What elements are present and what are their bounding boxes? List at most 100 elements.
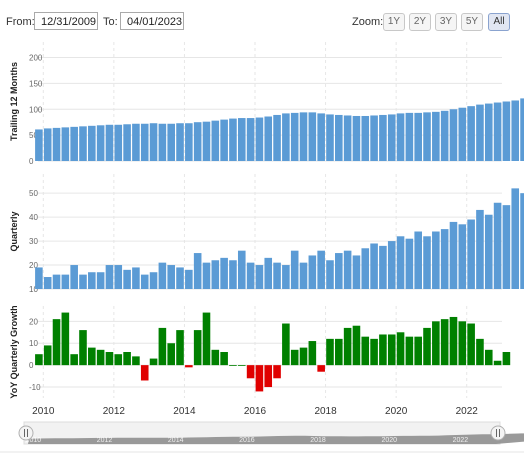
y-tick-label: 50 xyxy=(29,189,38,198)
bar xyxy=(96,272,105,289)
zoom-all-button[interactable]: All xyxy=(488,13,510,31)
bar xyxy=(185,123,193,161)
bar xyxy=(432,111,440,161)
zoom-5y-button[interactable]: 5Y xyxy=(461,13,483,31)
bar xyxy=(308,112,317,161)
bar xyxy=(79,330,87,366)
bar xyxy=(105,265,114,289)
zoom-3y-button[interactable]: 3Y xyxy=(435,13,457,31)
bar xyxy=(476,104,484,161)
bar xyxy=(140,123,149,161)
navigator: 2010 2012 2014 2016 2018 2020 2022 xyxy=(18,421,524,445)
bar xyxy=(193,122,202,161)
bar xyxy=(255,265,264,289)
navigator-tick-label: 2014 xyxy=(168,437,184,444)
zoom-2y-button[interactable]: 2Y xyxy=(409,13,431,31)
bar xyxy=(140,365,149,381)
bar xyxy=(308,255,317,289)
bar xyxy=(361,115,370,161)
bar xyxy=(493,102,502,161)
y-tick-label: 10 xyxy=(29,285,38,294)
y-tick-label: 10 xyxy=(29,339,38,348)
bar xyxy=(379,334,387,366)
bar xyxy=(290,112,299,161)
bar xyxy=(343,327,352,366)
bar xyxy=(326,114,334,161)
bar xyxy=(273,262,281,289)
bar xyxy=(96,349,105,366)
bar xyxy=(61,274,70,289)
y-tick-label: 0 xyxy=(29,361,34,370)
bar xyxy=(361,336,370,366)
bar xyxy=(290,250,299,289)
bar xyxy=(484,349,493,366)
bar xyxy=(229,118,237,161)
bar xyxy=(35,267,43,289)
x-tick-label: 2016 xyxy=(244,406,267,417)
bar xyxy=(282,265,290,289)
bar xyxy=(61,312,70,366)
bar xyxy=(264,116,273,161)
bar xyxy=(105,124,114,161)
to-date-input[interactable]: 04/01/2023 xyxy=(120,12,184,30)
bar xyxy=(405,112,414,161)
bar xyxy=(502,352,511,366)
x-tick-label: 2012 xyxy=(103,406,126,417)
bar xyxy=(149,123,158,161)
bar xyxy=(414,336,422,366)
bar xyxy=(237,365,246,366)
bar xyxy=(123,124,131,161)
bar xyxy=(88,347,96,366)
navigator-right-handle[interactable] xyxy=(490,425,506,441)
bar xyxy=(193,253,202,289)
bar xyxy=(387,334,396,366)
bar xyxy=(43,128,52,161)
bar xyxy=(52,319,61,366)
bar xyxy=(308,341,317,366)
navigator-left-handle[interactable] xyxy=(18,425,34,441)
bar xyxy=(70,265,78,289)
bar xyxy=(220,257,228,289)
bar xyxy=(440,319,449,366)
bar xyxy=(493,202,502,289)
bar xyxy=(502,101,511,161)
bar xyxy=(467,323,475,366)
bar xyxy=(185,365,193,368)
bar xyxy=(229,260,237,289)
bar xyxy=(449,109,458,161)
bar xyxy=(158,123,167,161)
navigator-series xyxy=(28,433,524,444)
bar xyxy=(343,115,352,161)
bar xyxy=(511,188,520,289)
bar xyxy=(335,253,343,289)
bar xyxy=(405,336,414,366)
bar xyxy=(132,123,140,161)
bar xyxy=(335,338,343,366)
navigator-tick-label: 2012 xyxy=(97,437,113,444)
y-axis-title: Quarterly xyxy=(9,211,19,251)
y-tick-label: 200 xyxy=(29,54,43,63)
navigator-tick-label: 2010 xyxy=(26,437,42,444)
bar xyxy=(396,113,405,161)
bar xyxy=(476,209,484,289)
bar xyxy=(423,112,431,161)
bar xyxy=(79,126,87,161)
toolbar: From: 12/31/2009 To: 04/01/2023 Zoom: 1Y… xyxy=(0,0,524,36)
from-date-input[interactable]: 12/31/2009 xyxy=(34,12,98,30)
bar xyxy=(414,112,422,161)
zoom-1y-button[interactable]: 1Y xyxy=(383,13,405,31)
bar xyxy=(70,354,78,366)
bar xyxy=(299,347,308,366)
bar xyxy=(352,325,361,366)
bar xyxy=(123,269,131,289)
bar xyxy=(502,205,511,289)
y-tick-label: 30 xyxy=(29,237,38,246)
bar xyxy=(158,262,167,289)
bar xyxy=(158,327,167,366)
bar xyxy=(273,365,281,379)
bar xyxy=(246,262,255,289)
bar xyxy=(379,114,387,161)
bar xyxy=(352,115,361,161)
from-label: From: xyxy=(6,16,35,28)
bar xyxy=(299,262,308,289)
